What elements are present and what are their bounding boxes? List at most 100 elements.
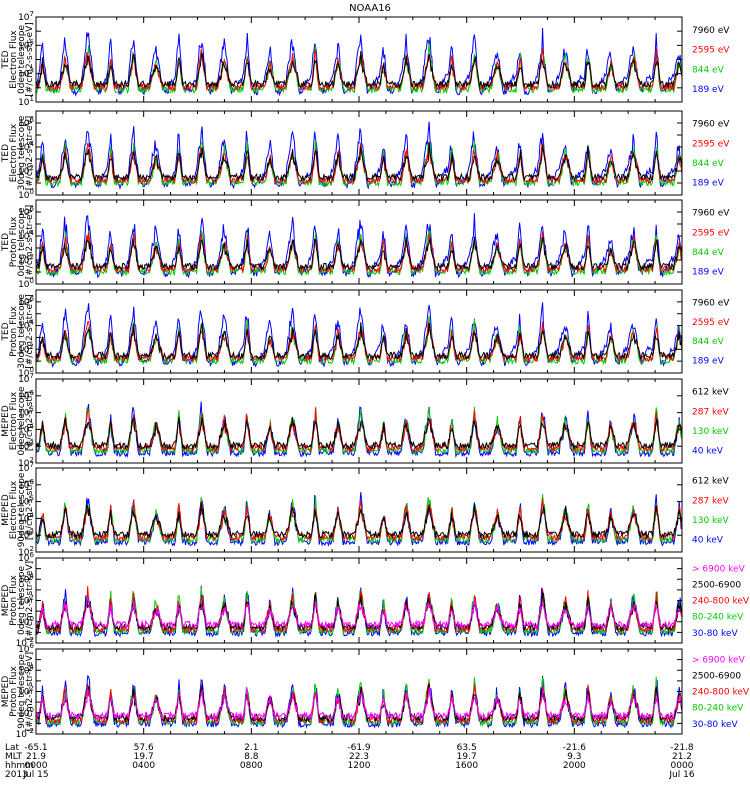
footer-mlt-value: 21.2 bbox=[672, 752, 692, 762]
y-axis-label: TED bbox=[1, 322, 11, 341]
footer-row-label: Lat bbox=[5, 743, 20, 753]
series-group bbox=[36, 302, 682, 368]
y-axis-label: Proton Flux bbox=[9, 216, 19, 267]
series-2595-ev bbox=[36, 141, 682, 185]
series-group bbox=[36, 27, 682, 97]
y-axis-label: Proton Flux bbox=[9, 306, 19, 357]
legend-entry: 189 eV bbox=[692, 356, 725, 366]
footer-lat-value: -61.9 bbox=[347, 743, 371, 753]
legend-entry: 130 keV bbox=[692, 516, 729, 526]
y-axis-label: [#/cm2-s-str] bbox=[25, 480, 35, 540]
series-189-ev bbox=[36, 302, 682, 368]
footer-hhmm-value: 2000 bbox=[563, 761, 586, 771]
legend-entry: 80-240 keV bbox=[692, 704, 744, 714]
legend-entry: 189 eV bbox=[692, 267, 725, 277]
y-axis-label: 0deg telescope bbox=[17, 386, 27, 456]
footer-mlt-value: 19.7 bbox=[457, 752, 477, 762]
footer-lat-value: -21.8 bbox=[670, 743, 694, 753]
y-tick-label: 107 bbox=[18, 10, 34, 23]
y-axis-label: TED bbox=[1, 233, 11, 252]
footer-lat-value: 2.1 bbox=[244, 743, 258, 753]
footer-hhmm-value: 0000 bbox=[671, 761, 694, 771]
footer-date-value: Jul 16 bbox=[668, 770, 694, 780]
y-axis-label: 30deg telescope bbox=[17, 115, 27, 190]
legend-entry: 30-80 keV bbox=[692, 629, 738, 639]
y-axis-label: MEPED bbox=[1, 676, 11, 708]
series-7960-ev bbox=[36, 236, 682, 272]
footer-mlt-value: 19.7 bbox=[134, 752, 154, 762]
legend-entry: 287 keV bbox=[692, 496, 729, 506]
y-axis-label: Electron Flux bbox=[9, 391, 19, 450]
legend-entry: 2595 eV bbox=[692, 228, 730, 238]
y-axis-label: 30deg telescope bbox=[17, 294, 27, 369]
legend-entry: 7960 eV bbox=[692, 120, 730, 130]
legend-entry: 844 eV bbox=[692, 248, 725, 258]
footer-mlt-value: 8.8 bbox=[244, 752, 259, 762]
footer-lat-value: 57.6 bbox=[134, 743, 154, 753]
legend-entry: 30-80 keV bbox=[692, 720, 738, 730]
footer-date-value: Jul 15 bbox=[22, 770, 48, 780]
footer-hhmm-value: 1200 bbox=[348, 761, 371, 771]
legend-entry: 7960 eV bbox=[692, 299, 730, 309]
legend-entry: 612 keV bbox=[692, 477, 729, 487]
footer-row-label: MLT bbox=[5, 752, 23, 762]
footer-hhmm-value: 0800 bbox=[240, 761, 263, 771]
y-axis-label: Electron Flux bbox=[9, 480, 19, 539]
series-group bbox=[36, 585, 682, 638]
y-axis-label: 0deg telescope bbox=[17, 207, 27, 277]
legend-entry: 7960 eV bbox=[692, 209, 730, 219]
y-axis-label: MEPED bbox=[1, 585, 11, 617]
footer-mlt-value: 22.3 bbox=[349, 752, 369, 762]
y-axis-label: [#/cm2-s-str-eV] bbox=[25, 22, 35, 97]
legend-entry: 130 keV bbox=[692, 427, 729, 437]
legend-entry: 2500-6900 bbox=[692, 581, 741, 591]
series-7960-ev bbox=[36, 321, 682, 361]
series-group bbox=[36, 213, 682, 279]
legend-entry: > 6900 keV bbox=[692, 656, 746, 666]
y-axis-label: 90deg telescope bbox=[17, 654, 27, 729]
footer-row-label: hhmm bbox=[5, 761, 34, 771]
series-7960-ev bbox=[36, 142, 682, 183]
footer-hhmm-value: 1600 bbox=[455, 761, 478, 771]
footer-hhmm-value: 0400 bbox=[132, 761, 155, 771]
series-612-kev bbox=[36, 502, 682, 540]
legend-entry: 189 eV bbox=[692, 85, 725, 95]
legend-entry: 7960 eV bbox=[692, 26, 730, 36]
legend-entry: 844 eV bbox=[692, 159, 725, 169]
y-axis-label: 90deg telescope bbox=[17, 472, 27, 547]
series-7960-ev bbox=[36, 50, 682, 90]
series--6900-kev bbox=[36, 687, 682, 721]
y-axis-label: TED bbox=[1, 50, 11, 69]
y-axis-label: Proton Flux bbox=[9, 575, 19, 626]
y-axis-label: [#/cm2-s-str-eV] bbox=[25, 294, 35, 369]
y-axis-label: 0deg telescope bbox=[17, 25, 27, 95]
legend-entry: > 6900 keV bbox=[692, 565, 746, 575]
legend-entry: 844 eV bbox=[692, 65, 725, 75]
legend-entry: 2595 eV bbox=[692, 318, 730, 328]
series-844-ev bbox=[36, 229, 682, 277]
series-group bbox=[36, 492, 682, 547]
y-axis-label: Proton Flux bbox=[9, 666, 19, 717]
y-axis-label: Electron Flux bbox=[9, 30, 19, 89]
series-612-kev bbox=[36, 416, 682, 451]
series--6900-kev bbox=[36, 596, 682, 630]
y-axis-label: TED bbox=[1, 144, 11, 163]
footer-lat-value: -65.1 bbox=[24, 743, 47, 753]
legend-entry: 80-240 keV bbox=[692, 613, 744, 623]
legend-entry: 240-800 keV bbox=[692, 597, 750, 607]
legend-entry: 844 eV bbox=[692, 337, 725, 347]
legend-entry: 240-800 keV bbox=[692, 688, 750, 698]
y-axis-label: [#/cm2-s-str-eV] bbox=[25, 116, 35, 191]
legend-entry: 287 keV bbox=[692, 407, 729, 417]
